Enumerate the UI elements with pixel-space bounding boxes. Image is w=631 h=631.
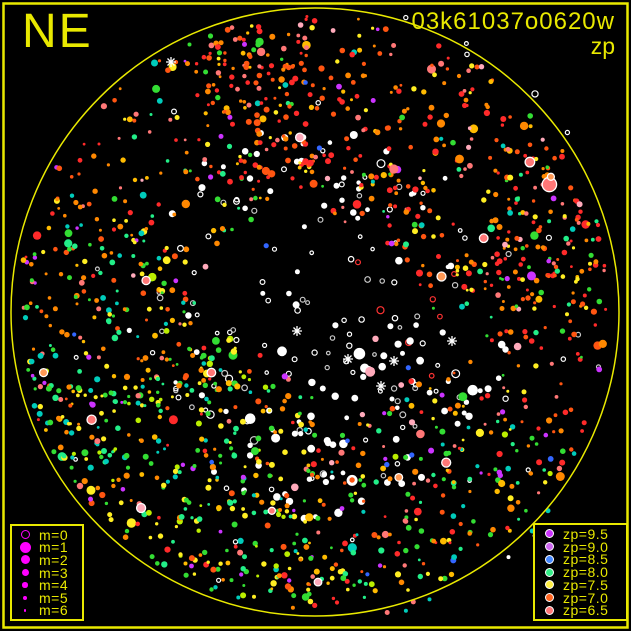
magnitude-symbol-icon [21,569,29,576]
magnitude-symbol-icon [20,530,30,540]
zp-symbol-icon [544,605,554,615]
zp-symbol-icon [544,580,554,590]
star-points [20,14,608,615]
legend-row-zp: zp=7.5 [542,576,626,593]
zp-symbol-icon [544,593,554,602]
legend-row-zp: zp=9.0 [542,538,626,555]
legend-row-zp: zp=7.0 [542,589,626,606]
magnitude-symbol-icon [19,541,31,553]
orientation-label: NE [22,5,93,58]
magnitude-legend-label: m=5 [39,589,69,606]
legend-row-m: m=5 [18,589,82,606]
magnitude-legend-label: m=4 [39,577,69,594]
legend-row-zp: zp=8.5 [542,551,626,568]
zp-legend: zp=9.5 zp=9.0 zp=8.5 zp=8.0 zp=7.5 zp=7.… [533,523,628,621]
magnitude-symbol-icon [20,555,30,565]
magnitude-legend-label: m=2 [39,551,69,568]
legend-row-m: m=2 [18,551,82,568]
asterisk-stars [166,57,457,391]
legend-row-m: m=6 [18,602,82,619]
legend-row-m: m=1 [18,539,82,556]
zp-legend-label: zp=8.0 [563,564,609,580]
magnitude-legend-label: m=0 [39,526,69,543]
magnitude-symbol-icon [22,582,28,588]
zp-legend-label: zp=8.5 [563,551,609,568]
legend-row-zp: zp=6.5 [542,602,626,619]
magnitude-legend: m=0 m=1 m=2 m=3 m=4 m=5 m=6 [10,524,84,621]
magnitude-legend-label: m=1 [39,539,69,556]
legend-row-zp: zp=9.5 [542,525,626,542]
zp-symbol-icon [544,529,554,539]
magnitude-symbol-icon [23,609,27,612]
legend-row-m: m=0 [18,526,82,543]
legend-row-m: m=4 [18,577,82,594]
zp-legend-label: zp=7.0 [563,589,609,606]
legend-row-zp: zp=8.0 [542,564,626,580]
zp-legend-label: zp=9.0 [563,538,609,555]
legend-row-m: m=3 [18,564,82,581]
zp-symbol-icon [544,567,554,577]
zp-legend-label: zp=9.5 [563,525,609,542]
field-circle [10,7,620,617]
magnitude-legend-label: m=3 [39,564,69,581]
zp-symbol-icon [544,554,554,564]
magnitude-legend-label: m=6 [39,602,69,619]
magnitude-symbol-icon [23,595,27,600]
zp-title-label: zp [590,33,615,59]
field-id-title: 03k61037o0620w [411,8,615,35]
zp-symbol-icon [544,542,554,551]
zp-legend-label: zp=7.5 [563,576,609,593]
zp-legend-label: zp=6.5 [563,602,609,619]
